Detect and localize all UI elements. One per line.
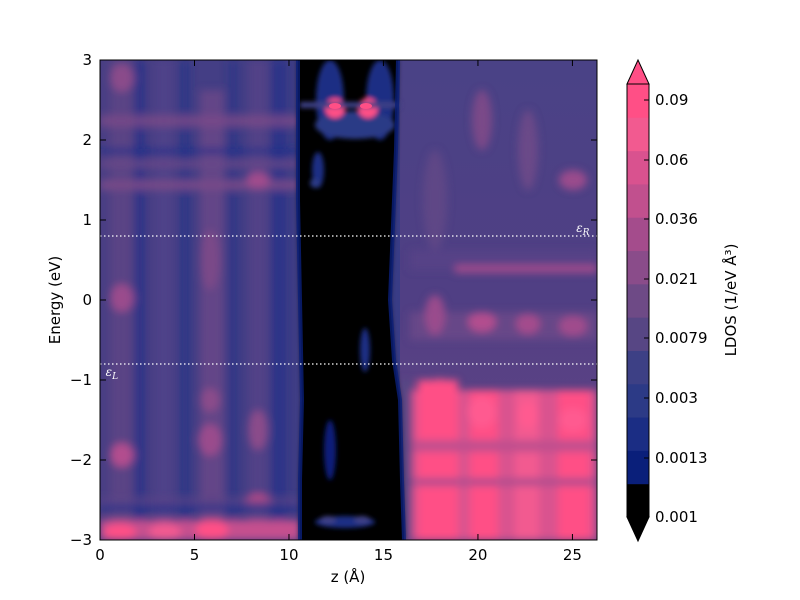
y-tick-label: −2 (70, 451, 92, 469)
x-axis-label: z (Å) (331, 567, 366, 586)
colorbar-tick-label: 0.003 (655, 389, 698, 407)
y-tick-label: 1 (82, 211, 92, 229)
y-axis-label: Energy (eV) (46, 256, 64, 344)
colorbar-segment (627, 483, 649, 518)
x-tick-label: 10 (279, 546, 298, 564)
colorbar-segment (627, 417, 649, 451)
y-tick-label: 3 (82, 51, 92, 69)
colorbar-segment (627, 84, 649, 118)
colorbar-segment (627, 250, 649, 285)
x-tick-label: 0 (95, 546, 105, 564)
colorbar-extend-min (626, 516, 650, 543)
x-tick-label: 15 (374, 546, 393, 564)
colorbar-tick-label: 0.021 (655, 270, 698, 288)
energy-annotation: εL (106, 365, 118, 382)
colorbar-tick-label: 0.0013 (655, 449, 708, 467)
colorbar-tick-label: 0.09 (655, 91, 688, 109)
colorbar-segment (627, 450, 649, 485)
colorbar-tick-label: 0.06 (655, 151, 688, 169)
x-tick-label: 25 (563, 546, 582, 564)
colorbar-segment (627, 150, 649, 185)
colorbar-extend-max (626, 58, 650, 85)
colorbar-label: LDOS (1/eV Å³) (721, 244, 740, 357)
colorbar-segment (627, 117, 649, 152)
y-tick-label: −3 (70, 531, 92, 549)
y-tick-label: 0 (82, 291, 92, 309)
colorbar-segment (627, 350, 649, 385)
colorbar-segment (627, 317, 649, 351)
colorbar-tick-label: 0.036 (655, 210, 698, 228)
colorbar-segment (627, 383, 649, 418)
heatmap-field (100, 60, 597, 540)
y-tick-label: 2 (82, 131, 92, 149)
x-tick-label: 20 (468, 546, 487, 564)
colorbar-segment (627, 217, 649, 252)
colorbar: 0.001 0.0013 0.003 0.0079 0.021 0.036 0.06 0.09 (626, 58, 708, 543)
colorbar-segment (627, 283, 649, 318)
y-tick-label: −1 (70, 371, 92, 389)
colorbar-segment (627, 183, 649, 218)
x-tick-label: 5 (190, 546, 200, 564)
colorbar-tick-label: 0.0079 (655, 329, 708, 347)
colorbar-frame (626, 83, 650, 518)
colorbar-tick-label: 0.001 (655, 508, 698, 526)
energy-annotation: εR (576, 221, 589, 238)
